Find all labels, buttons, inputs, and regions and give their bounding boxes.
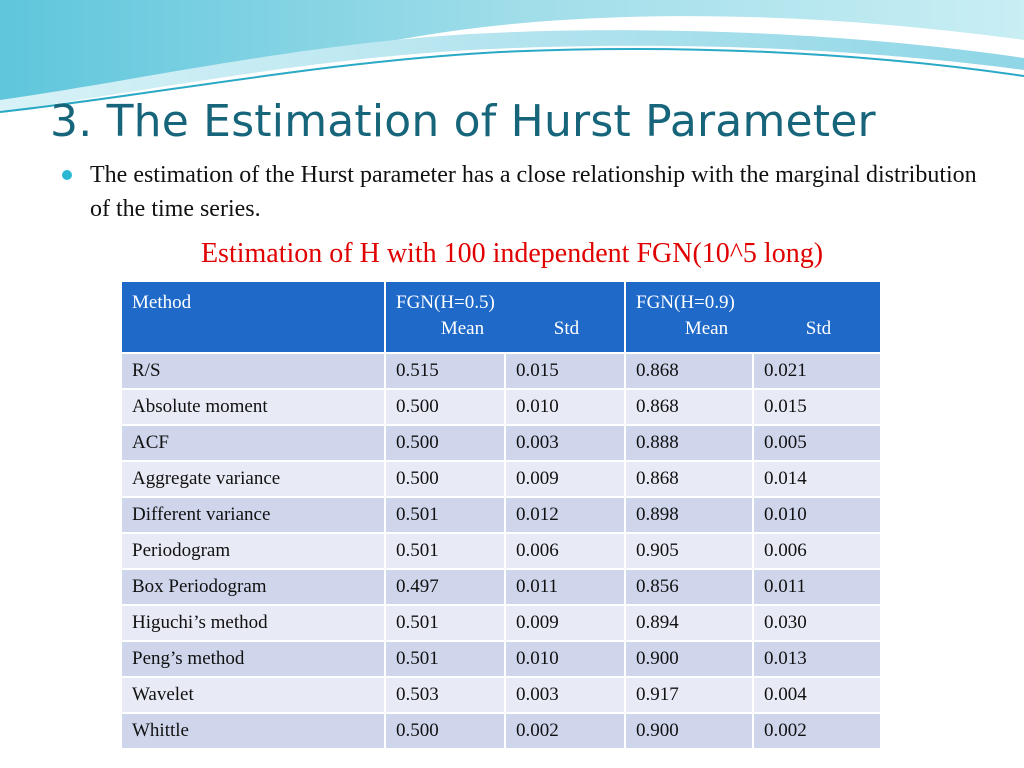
cell-mean-h09: 0.917 (624, 676, 754, 714)
bullet-point: The estimation of the Hurst parameter ha… (62, 158, 982, 226)
cell-mean-h05: 0.515 (384, 352, 506, 390)
cell-std-h09: 0.013 (752, 640, 882, 678)
cell-std-h09: 0.011 (752, 568, 882, 606)
cell-std-h09: 0.030 (752, 604, 882, 642)
table-body: R/S 0.515 0.015 0.868 0.021 Absolute mom… (120, 352, 882, 750)
table-row: Different variance 0.501 0.012 0.898 0.0… (120, 496, 882, 534)
cell-std-h05: 0.009 (504, 604, 626, 642)
cell-mean-h05: 0.500 (384, 460, 506, 498)
cell-std-h09: 0.002 (752, 712, 882, 750)
cell-mean-h09: 0.856 (624, 568, 754, 606)
cell-mean-h09: 0.898 (624, 496, 754, 534)
cell-method: Higuchi’s method (120, 604, 386, 642)
cell-mean-h09: 0.905 (624, 532, 754, 570)
cell-mean-h09: 0.888 (624, 424, 754, 462)
cell-mean-h05: 0.503 (384, 676, 506, 714)
cell-std-h09: 0.005 (752, 424, 882, 462)
cell-method: ACF (120, 424, 386, 462)
table-caption: Estimation of H with 100 independent FGN… (200, 238, 824, 269)
cell-method: Box Periodogram (120, 568, 386, 606)
header-group-h09: FGN(H=0.9) Mean Std (624, 280, 882, 354)
cell-mean-h09: 0.900 (624, 712, 754, 750)
header-h05-mean: Mean (440, 318, 485, 339)
header-h05-std: Std (553, 318, 580, 339)
header-group-h09-label: FGN(H=0.9) (636, 292, 735, 313)
cell-method: Aggregate variance (120, 460, 386, 498)
cell-std-h05: 0.012 (504, 496, 626, 534)
cell-std-h05: 0.009 (504, 460, 626, 498)
cell-mean-h05: 0.500 (384, 424, 506, 462)
cell-std-h09: 0.004 (752, 676, 882, 714)
table-row: ACF 0.500 0.003 0.888 0.005 (120, 424, 882, 462)
table-row: Aggregate variance 0.500 0.009 0.868 0.0… (120, 460, 882, 498)
cell-std-h05: 0.002 (504, 712, 626, 750)
slide-title: 3. The Estimation of Hurst Parameter (50, 96, 876, 147)
cell-std-h09: 0.006 (752, 532, 882, 570)
cell-mean-h05: 0.501 (384, 604, 506, 642)
header-h09-std: Std (805, 318, 832, 339)
bullet-text: The estimation of the Hurst parameter ha… (90, 162, 977, 222)
cell-std-h05: 0.010 (504, 640, 626, 678)
cell-std-h05: 0.003 (504, 676, 626, 714)
cell-method: Different variance (120, 496, 386, 534)
cell-mean-h09: 0.900 (624, 640, 754, 678)
cell-std-h05: 0.010 (504, 388, 626, 426)
cell-method: Wavelet (120, 676, 386, 714)
header-method: Method (120, 280, 386, 354)
table-header-row: Method FGN(H=0.5) Mean Std FGN(H=0.9) Me… (120, 280, 882, 354)
cell-method: R/S (120, 352, 386, 390)
cell-std-h05: 0.003 (504, 424, 626, 462)
table-row: Peng’s method 0.501 0.010 0.900 0.013 (120, 640, 882, 678)
table-row: Box Periodogram 0.497 0.011 0.856 0.011 (120, 568, 882, 606)
results-table: Method FGN(H=0.5) Mean Std FGN(H=0.9) Me… (120, 280, 882, 750)
cell-method: Whittle (120, 712, 386, 750)
cell-mean-h05: 0.501 (384, 640, 506, 678)
header-group-h05-label: FGN(H=0.5) (396, 292, 495, 313)
table-row: Wavelet 0.503 0.003 0.917 0.004 (120, 676, 882, 714)
cell-mean-h05: 0.501 (384, 532, 506, 570)
cell-mean-h09: 0.868 (624, 352, 754, 390)
cell-mean-h05: 0.497 (384, 568, 506, 606)
cell-mean-h05: 0.500 (384, 388, 506, 426)
cell-std-h05: 0.011 (504, 568, 626, 606)
cell-std-h09: 0.014 (752, 460, 882, 498)
header-h09-mean: Mean (684, 318, 729, 339)
cell-mean-h09: 0.894 (624, 604, 754, 642)
cell-mean-h05: 0.501 (384, 496, 506, 534)
bullet-icon (62, 170, 72, 180)
cell-mean-h05: 0.500 (384, 712, 506, 750)
table-row: Whittle 0.500 0.002 0.900 0.002 (120, 712, 882, 750)
header-group-h05: FGN(H=0.5) Mean Std (384, 280, 626, 354)
cell-method: Peng’s method (120, 640, 386, 678)
cell-method: Periodogram (120, 532, 386, 570)
cell-mean-h09: 0.868 (624, 460, 754, 498)
table-row: Absolute moment 0.500 0.010 0.868 0.015 (120, 388, 882, 426)
header-wave-decoration (0, 0, 1024, 113)
cell-std-h09: 0.021 (752, 352, 882, 390)
cell-std-h05: 0.015 (504, 352, 626, 390)
table-row: Higuchi’s method 0.501 0.009 0.894 0.030 (120, 604, 882, 642)
cell-std-h05: 0.006 (504, 532, 626, 570)
table-row: Periodogram 0.501 0.006 0.905 0.006 (120, 532, 882, 570)
table-row: R/S 0.515 0.015 0.868 0.021 (120, 352, 882, 390)
cell-std-h09: 0.015 (752, 388, 882, 426)
cell-method: Absolute moment (120, 388, 386, 426)
cell-mean-h09: 0.868 (624, 388, 754, 426)
cell-std-h09: 0.010 (752, 496, 882, 534)
